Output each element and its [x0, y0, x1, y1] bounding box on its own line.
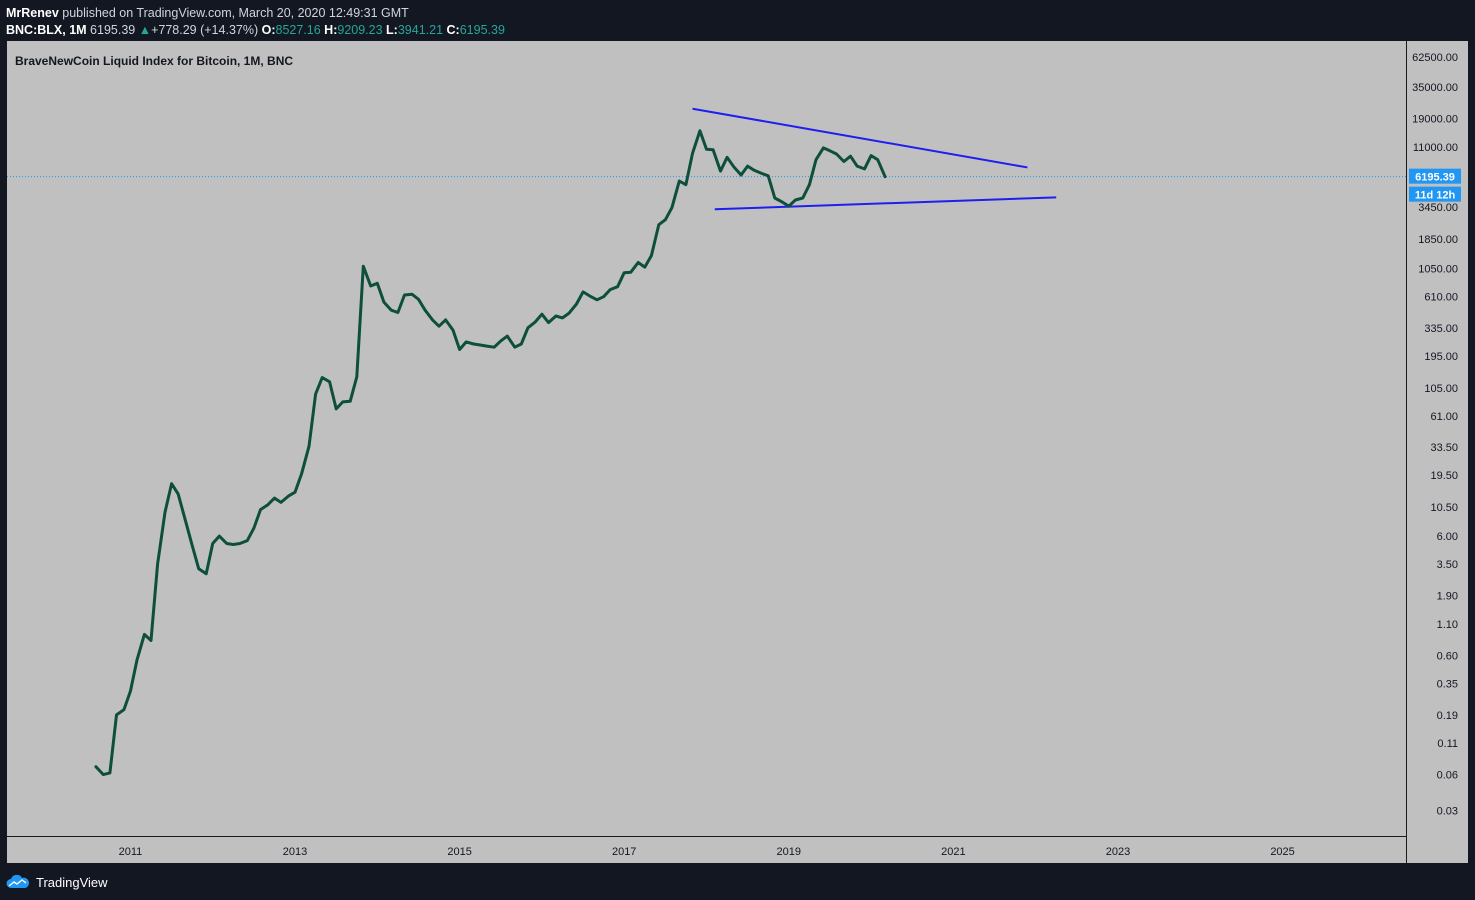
- chart-title: BraveNewCoin Liquid Index for Bitcoin, 1…: [15, 54, 293, 68]
- close-label: C:: [446, 23, 460, 37]
- y-tick-label: 0.11: [1437, 738, 1458, 750]
- x-tick-label: 2013: [283, 846, 307, 858]
- y-tick-label: 19.50: [1430, 470, 1458, 482]
- countdown-badge: [1409, 186, 1461, 202]
- y-tick-label: 1850.00: [1418, 234, 1458, 246]
- x-tick-label: 2023: [1106, 846, 1130, 858]
- y-tick-label: 1.10: [1437, 619, 1458, 631]
- upper-trendline[interactable]: [692, 107, 1028, 169]
- y-tick-label: 0.19: [1437, 710, 1458, 722]
- plot-area[interactable]: [7, 41, 1406, 837]
- y-tick-label: 105.00: [1424, 383, 1458, 395]
- last-price-badge: [1409, 168, 1461, 184]
- price-badges: 6195.39 11d 12h: [1409, 168, 1461, 202]
- open-value: 8527.16: [275, 23, 321, 37]
- y-tick-label: 0.03: [1437, 806, 1458, 818]
- y-tick-label: 10.50: [1430, 502, 1458, 514]
- low-value: 3941.21: [397, 23, 444, 37]
- high-value: 9209.23: [337, 23, 383, 37]
- x-tick-label: 2011: [119, 846, 143, 858]
- y-tick-label: 11000.00: [1413, 142, 1458, 154]
- published-text: published on TradingView.com, March 20, …: [62, 6, 409, 20]
- x-axis-area[interactable]: [7, 837, 1406, 863]
- x-tick-label: 2019: [777, 846, 801, 858]
- y-tick-label: 61.00: [1430, 411, 1458, 423]
- y-tick-labels: 0.03 0.06 0.11 0.19 0.35 0.60 1.10 1.90 3.50 6.00…: [1412, 52, 1458, 818]
- low-label: L:: [386, 23, 398, 37]
- y-tick-label: 610.00: [1424, 292, 1458, 304]
- open-label: O:: [261, 23, 276, 37]
- last-price-badge-label: 6195.39: [1415, 172, 1455, 184]
- y-tick-label: 0.06: [1437, 770, 1458, 782]
- triangle-up-icon: ▲: [138, 23, 152, 37]
- chart-header: MrRenev published on TradingView.com, Ma…: [6, 5, 505, 39]
- x-tick-label: 2021: [941, 846, 965, 858]
- x-tick-labels: 2011 2013 2015 2017 2019 2021 2023 2025: [119, 846, 1295, 858]
- tradingview-brand[interactable]: TradingView: [36, 874, 108, 890]
- countdown-badge-label: 11d 12h: [1415, 190, 1456, 202]
- trend-lines[interactable]: [692, 107, 1057, 211]
- x-tick-label: 2015: [447, 846, 471, 858]
- symbol-label: BNC:BLX, 1M: [6, 23, 87, 37]
- y-tick-label: 35000.00: [1412, 82, 1458, 94]
- x-tick-label: 2025: [1270, 846, 1294, 858]
- publish-info: MrRenev published on TradingView.com, Ma…: [6, 5, 505, 22]
- author-name[interactable]: MrRenev: [6, 6, 59, 20]
- y-tick-label: 0.60: [1437, 650, 1458, 662]
- footer: TradingView: [6, 872, 108, 892]
- last-price: 6195.39: [90, 23, 136, 37]
- x-tick-label: 2017: [612, 846, 636, 858]
- y-tick-label: 1.90: [1437, 591, 1458, 603]
- y-tick-label: 335.00: [1424, 323, 1458, 335]
- y-tick-label: 62500.00: [1412, 52, 1458, 64]
- y-tick-label: 3.50: [1437, 559, 1458, 571]
- y-tick-label: 1050.00: [1418, 264, 1458, 276]
- high-label: H:: [324, 23, 338, 37]
- lower-trendline[interactable]: [714, 196, 1057, 211]
- ohlc-row: BNC:BLX, 1M 6195.39 ▲+778.29 (+14.37%) O…: [6, 22, 505, 39]
- tradingview-cloud-icon: [6, 875, 29, 888]
- close-value: 6195.39: [459, 23, 505, 37]
- y-tick-label: 6.00: [1437, 531, 1458, 543]
- y-tick-label: 19000.00: [1412, 114, 1458, 126]
- y-tick-label: 3450.00: [1418, 202, 1458, 214]
- price-series-line[interactable]: [94, 129, 887, 777]
- y-tick-label: 33.50: [1430, 442, 1458, 454]
- price-change: +778.29 (+14.37%): [151, 23, 259, 37]
- y-tick-label: 0.35: [1437, 678, 1458, 690]
- y-tick-label: 195.00: [1424, 351, 1458, 363]
